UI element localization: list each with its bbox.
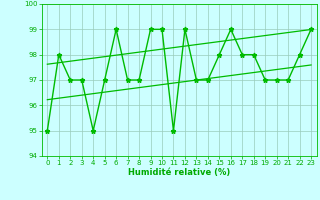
X-axis label: Humidité relative (%): Humidité relative (%) — [128, 168, 230, 177]
